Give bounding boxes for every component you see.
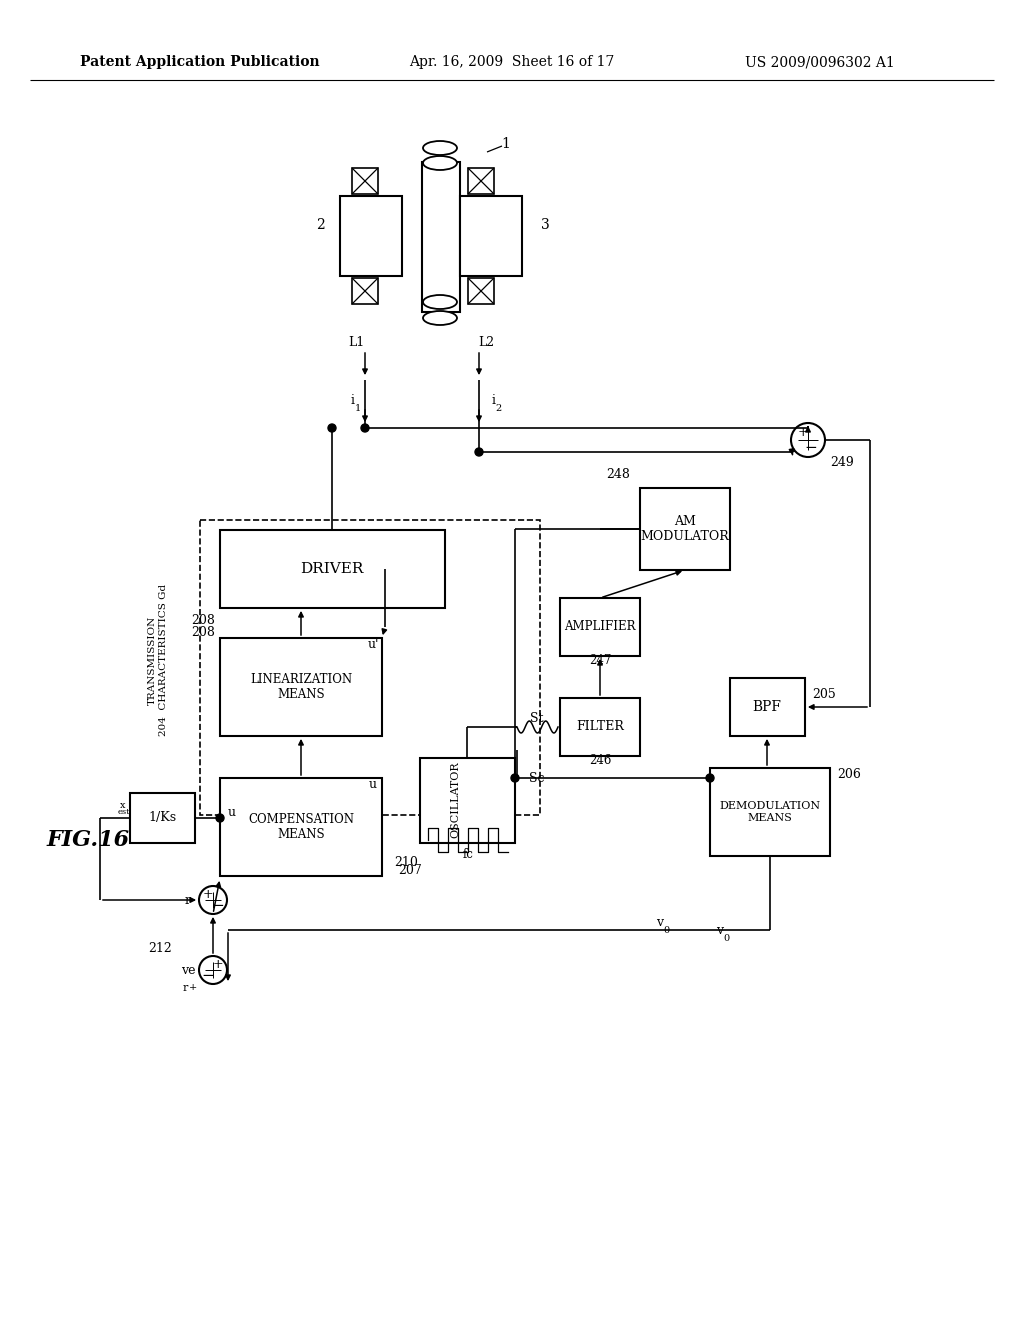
Circle shape xyxy=(199,956,227,983)
Text: −: − xyxy=(805,441,817,455)
Bar xyxy=(352,168,378,194)
Text: +: + xyxy=(213,957,223,970)
Text: L1: L1 xyxy=(348,335,365,348)
Ellipse shape xyxy=(423,141,457,154)
Text: BPF: BPF xyxy=(753,700,781,714)
Text: r: r xyxy=(182,983,187,993)
Text: r: r xyxy=(185,894,191,907)
Ellipse shape xyxy=(423,312,457,325)
Text: TRANSMISSION
204  CHARACTERISTICS Gd: TRANSMISSION 204 CHARACTERISTICS Gd xyxy=(148,583,168,737)
Text: +: + xyxy=(203,887,213,900)
Text: u: u xyxy=(228,805,236,818)
Text: Patent Application Publication: Patent Application Publication xyxy=(80,55,319,69)
Text: 205: 205 xyxy=(812,689,836,701)
Bar xyxy=(422,162,460,312)
Text: Sc: Sc xyxy=(529,771,545,784)
Bar xyxy=(560,698,640,756)
Text: 249: 249 xyxy=(830,455,854,469)
Text: u': u' xyxy=(368,639,379,652)
Bar xyxy=(220,638,382,737)
Text: FILTER: FILTER xyxy=(577,721,624,734)
Bar xyxy=(420,758,515,843)
Text: 1: 1 xyxy=(502,137,510,150)
Bar xyxy=(352,279,378,304)
Text: i: i xyxy=(351,393,355,407)
Text: +: + xyxy=(188,983,198,993)
Text: LINEARIZATION
MEANS: LINEARIZATION MEANS xyxy=(250,673,352,701)
Text: x: x xyxy=(120,801,125,810)
Circle shape xyxy=(199,886,227,913)
Text: DEMODULATION
MEANS: DEMODULATION MEANS xyxy=(720,801,820,822)
Circle shape xyxy=(511,774,519,781)
Text: v: v xyxy=(656,916,664,928)
Text: −: − xyxy=(202,969,214,983)
Text: i: i xyxy=(492,393,496,407)
Text: est: est xyxy=(118,808,130,816)
Text: 210: 210 xyxy=(394,855,418,869)
Text: 2: 2 xyxy=(315,218,325,232)
Text: Apr. 16, 2009  Sheet 16 of 17: Apr. 16, 2009 Sheet 16 of 17 xyxy=(410,55,614,69)
Bar xyxy=(220,531,445,609)
Bar xyxy=(710,768,830,855)
Circle shape xyxy=(361,424,369,432)
Text: AM
MODULATOR: AM MODULATOR xyxy=(641,515,729,543)
Ellipse shape xyxy=(423,294,457,309)
Text: 0: 0 xyxy=(723,935,729,942)
Text: 1/Ks: 1/Ks xyxy=(147,812,176,825)
Text: fc: fc xyxy=(463,849,473,862)
Text: 3: 3 xyxy=(541,218,549,232)
Text: St: St xyxy=(530,711,544,725)
Text: −: − xyxy=(212,899,224,913)
Ellipse shape xyxy=(423,156,457,170)
Circle shape xyxy=(328,424,336,432)
Bar xyxy=(340,195,402,276)
Circle shape xyxy=(216,814,224,822)
Circle shape xyxy=(706,774,714,781)
Text: OSCILLATOR: OSCILLATOR xyxy=(450,762,460,838)
Text: DRIVER: DRIVER xyxy=(300,562,364,576)
Text: 246: 246 xyxy=(589,754,611,767)
Text: 207: 207 xyxy=(398,863,422,876)
Circle shape xyxy=(475,447,483,455)
Text: 247: 247 xyxy=(589,653,611,667)
Text: 248: 248 xyxy=(606,467,630,480)
Text: +: + xyxy=(787,447,797,457)
Bar xyxy=(560,598,640,656)
Text: 208: 208 xyxy=(191,627,215,639)
Text: 212: 212 xyxy=(148,941,172,954)
Text: 2: 2 xyxy=(496,404,502,413)
Bar xyxy=(640,488,730,570)
Text: +: + xyxy=(798,426,808,440)
Text: 1: 1 xyxy=(355,404,361,413)
Text: FIG.16: FIG.16 xyxy=(46,829,130,851)
Bar xyxy=(730,678,805,737)
Text: AMPLIFIER: AMPLIFIER xyxy=(564,620,636,634)
Bar xyxy=(130,793,195,843)
Text: 208: 208 xyxy=(191,614,215,627)
Text: v: v xyxy=(717,924,724,936)
Text: ve: ve xyxy=(181,964,196,977)
Text: u: u xyxy=(369,779,377,792)
Text: L2: L2 xyxy=(478,335,494,348)
Text: COMPENSATION
MEANS: COMPENSATION MEANS xyxy=(248,813,354,841)
Bar xyxy=(200,520,540,814)
Bar xyxy=(220,777,382,876)
Bar xyxy=(468,168,494,194)
Text: 206: 206 xyxy=(837,768,861,781)
Text: 0: 0 xyxy=(663,927,669,935)
Text: US 2009/0096302 A1: US 2009/0096302 A1 xyxy=(745,55,895,69)
Bar xyxy=(468,279,494,304)
Bar xyxy=(460,195,522,276)
Circle shape xyxy=(791,422,825,457)
